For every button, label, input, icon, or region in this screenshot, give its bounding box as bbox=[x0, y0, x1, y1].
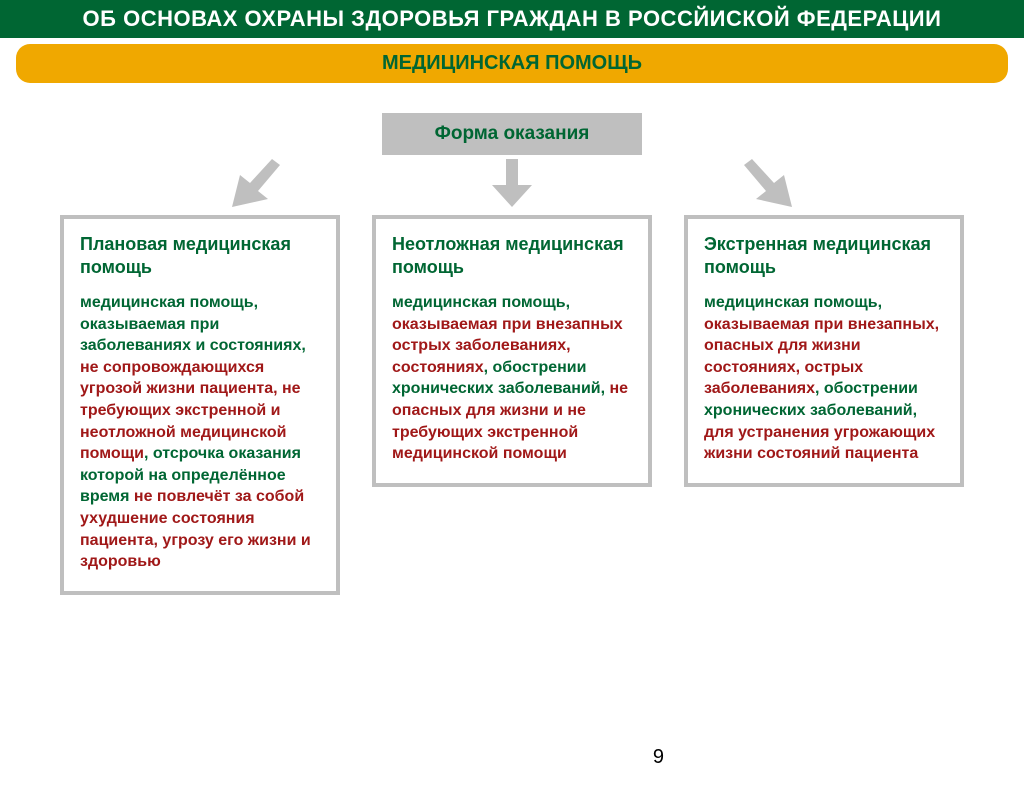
arrow-down-icon bbox=[492, 159, 532, 207]
card-urgent: Неотложная медицинская помощь медицинска… bbox=[372, 215, 652, 487]
card-title: Экстренная медицинская помощь bbox=[704, 233, 944, 278]
subheader-bar: МЕДИЦИНСКАЯ ПОМОЩЬ bbox=[16, 44, 1008, 83]
card-title: Плановая медицинская помощь bbox=[80, 233, 320, 278]
arrow-right-icon bbox=[732, 159, 792, 207]
root-node: Форма оказания bbox=[382, 113, 642, 155]
card-title: Неотложная медицинская помощь bbox=[392, 233, 632, 278]
card-body: медицинская помощь, оказываемая при внез… bbox=[704, 292, 944, 465]
arrows-row bbox=[0, 159, 1024, 207]
page-number: 9 bbox=[653, 746, 664, 769]
cards-row: Плановая медицинская помощь медицинская … bbox=[0, 215, 1024, 595]
card-body: медицинская помощь, оказываемая при внез… bbox=[392, 292, 632, 465]
card-emergency: Экстренная медицинская помощь медицинска… bbox=[684, 215, 964, 487]
card-planned: Плановая медицинская помощь медицинская … bbox=[60, 215, 340, 595]
arrow-left-icon bbox=[232, 159, 292, 207]
card-body: медицинская помощь, оказываемая при забо… bbox=[80, 292, 320, 573]
header-bar: ОБ ОСНОВАХ ОХРАНЫ ЗДОРОВЬЯ ГРАЖДАН В РОС… bbox=[0, 0, 1024, 38]
